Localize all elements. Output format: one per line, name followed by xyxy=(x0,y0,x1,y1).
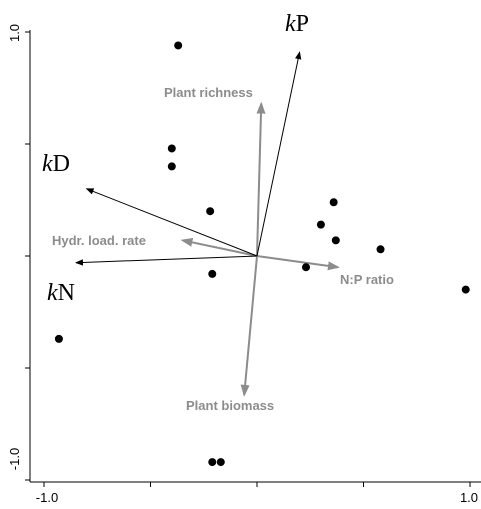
plant-biomass-vector xyxy=(240,255,258,397)
kN-label-prefix: k xyxy=(47,280,58,306)
sample-point xyxy=(208,458,217,467)
kP-label-prefix: k xyxy=(285,11,296,37)
environmental-labels: Plant richness Hydr. load. rate N:P rati… xyxy=(52,85,394,413)
n-p-ratio-vector xyxy=(256,255,340,271)
kN-label-suffix: N xyxy=(58,280,75,306)
x-tick-label-max: 1.0 xyxy=(460,490,478,505)
x-tick-label-min: -1.0 xyxy=(36,490,58,505)
kD-label: kD xyxy=(42,151,70,177)
kD-label-prefix: k xyxy=(42,151,53,177)
sample-point xyxy=(331,236,340,245)
sample-point xyxy=(376,245,385,254)
response-vectors xyxy=(74,51,302,266)
axis-ticks xyxy=(25,31,471,487)
hydr-load-rate-vector xyxy=(180,237,258,257)
sample-point xyxy=(167,162,176,171)
kD-vector xyxy=(85,188,258,257)
sample-point xyxy=(461,285,470,294)
environmental-vectors xyxy=(180,101,340,397)
plant-richness-label: Plant richness xyxy=(164,85,253,100)
sample-point xyxy=(301,263,310,272)
plant-biomass-label: Plant biomass xyxy=(186,398,274,413)
sample-point xyxy=(174,41,183,50)
response-labels: kP kD kN xyxy=(42,11,309,306)
sample-point xyxy=(316,220,325,229)
kP-label: kP xyxy=(285,11,309,37)
y-tick-label-min: -1.0 xyxy=(7,448,22,470)
kP-label-suffix: P xyxy=(296,11,309,37)
kP-vector xyxy=(256,51,302,257)
kN-label: kN xyxy=(47,280,75,306)
sample-points xyxy=(54,41,470,467)
sample-point xyxy=(167,144,176,153)
sample-point xyxy=(206,207,215,216)
tick-labels: -1.0 1.0 1.0 -1.0 xyxy=(7,24,478,505)
hydr-load-rate-label: Hydr. load. rate xyxy=(52,233,146,248)
np-ratio-label: N:P ratio xyxy=(340,272,394,287)
sample-point xyxy=(329,198,338,207)
kN-vector xyxy=(74,255,258,266)
sample-point xyxy=(216,458,225,467)
y-tick-label-max: 1.0 xyxy=(7,24,22,42)
plant-richness-vector xyxy=(256,101,266,257)
sample-point xyxy=(54,334,63,343)
kD-label-suffix: D xyxy=(53,151,70,177)
sample-point xyxy=(208,269,217,278)
